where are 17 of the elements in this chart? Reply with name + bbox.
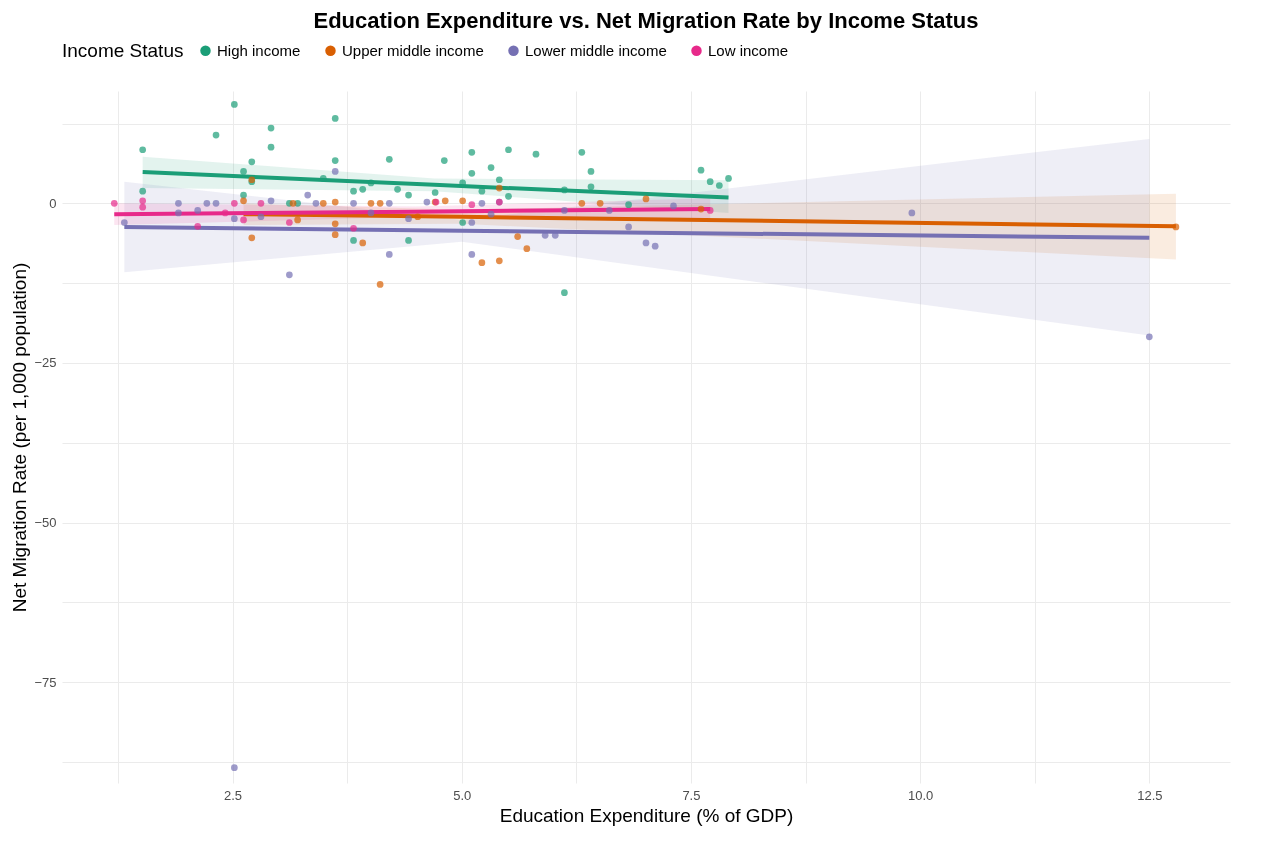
y-tick-label: −25 xyxy=(34,355,57,371)
y-tick-label: −50 xyxy=(34,515,57,531)
legend-label: Lower middle income xyxy=(525,41,667,59)
x-axis-title: Education Expenditure (% of GDP) xyxy=(499,804,794,826)
chart-title: Education Expenditure vs. Net Migration Rate by Income Status xyxy=(313,8,979,33)
y-tick-label: −75 xyxy=(34,674,57,690)
legend-label: Upper middle income xyxy=(342,41,484,59)
x-tick-label: 2.5 xyxy=(223,787,243,803)
x-tick-label: 10.0 xyxy=(907,787,934,803)
y-axis-title: Net Migration Rate (per 1,000 population) xyxy=(9,262,31,613)
x-tick-label: 5.0 xyxy=(453,787,472,803)
legend-label: High income xyxy=(217,41,301,59)
legend-label: Low income xyxy=(708,41,789,59)
x-tick-label: 7.5 xyxy=(682,787,701,803)
x-tick-label: 12.5 xyxy=(1137,787,1163,803)
y-tick-label: 0 xyxy=(49,195,57,211)
legend-title: Income Status xyxy=(62,40,184,61)
